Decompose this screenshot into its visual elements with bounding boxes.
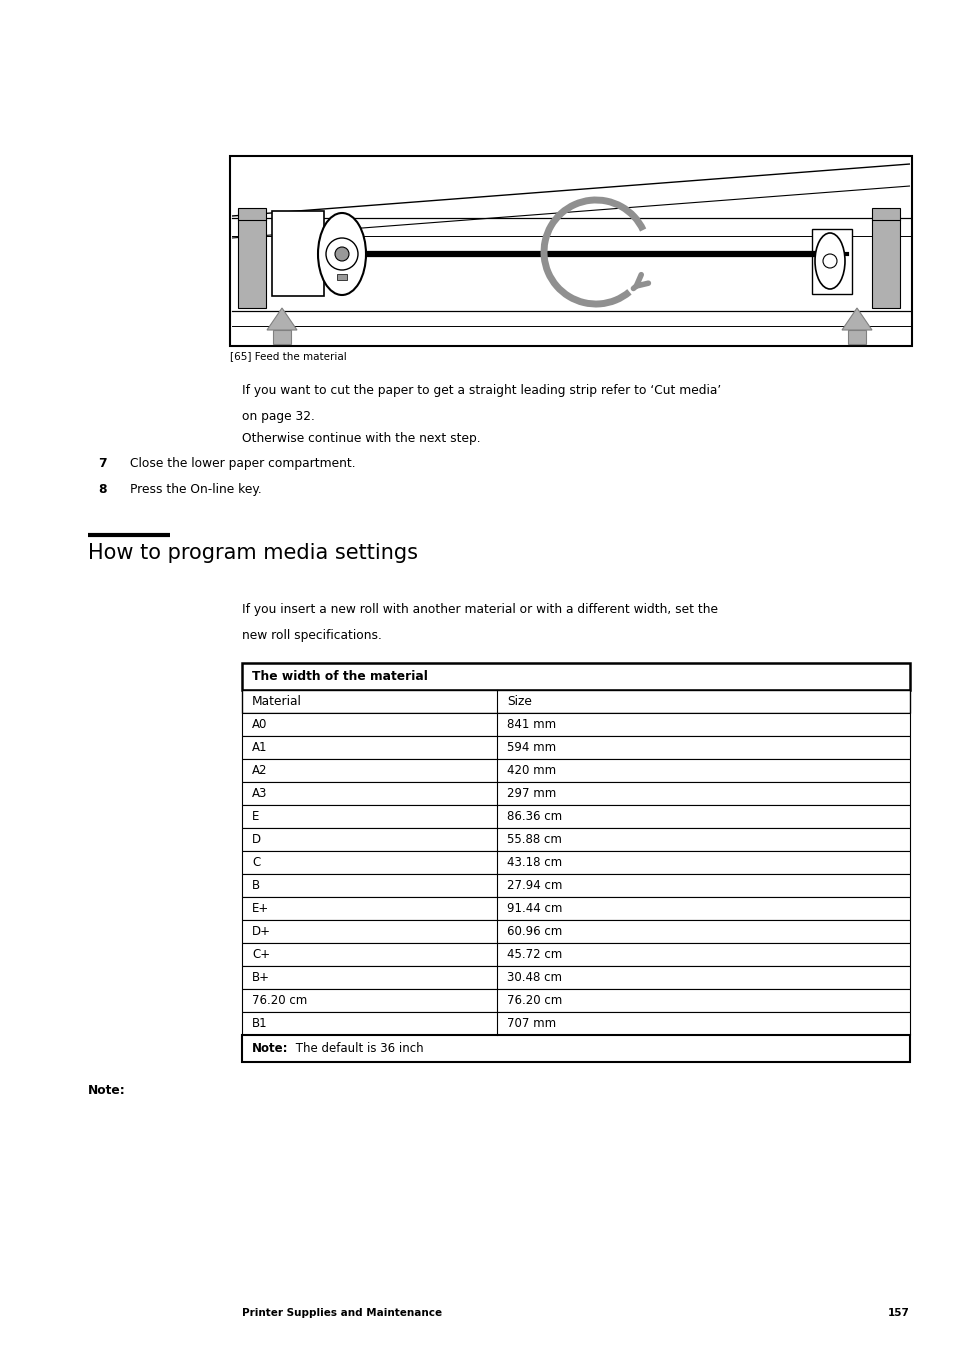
Bar — [847, 330, 865, 345]
Bar — [242, 1012, 909, 1035]
Circle shape — [822, 254, 836, 267]
Text: 157: 157 — [887, 1308, 909, 1319]
Text: 707 mm: 707 mm — [507, 1017, 556, 1029]
Text: Note:: Note: — [252, 1042, 288, 1055]
Circle shape — [326, 238, 357, 270]
Text: B+: B+ — [252, 971, 270, 984]
Text: 30.48 cm: 30.48 cm — [507, 971, 561, 984]
Text: If you want to cut the paper to get a straight leading strip refer to ‘Cut media: If you want to cut the paper to get a st… — [242, 384, 720, 397]
Text: on page 32.: on page 32. — [242, 409, 314, 423]
Bar — [273, 330, 291, 345]
Text: Close the lower paper compartment.: Close the lower paper compartment. — [130, 457, 355, 470]
Text: E: E — [252, 811, 259, 823]
Text: 43.18 cm: 43.18 cm — [507, 857, 561, 869]
Bar — [242, 736, 909, 759]
Text: 76.20 cm: 76.20 cm — [252, 994, 307, 1006]
Text: 8: 8 — [98, 484, 107, 496]
Bar — [242, 874, 909, 897]
Text: 45.72 cm: 45.72 cm — [507, 948, 562, 961]
Text: A3: A3 — [252, 788, 267, 800]
Text: B: B — [252, 880, 260, 892]
Bar — [242, 989, 909, 1012]
Text: 841 mm: 841 mm — [507, 717, 556, 731]
Text: A0: A0 — [252, 717, 267, 731]
Ellipse shape — [814, 232, 844, 289]
Text: The width of the material: The width of the material — [252, 670, 428, 684]
Text: 86.36 cm: 86.36 cm — [507, 811, 561, 823]
Bar — [272, 211, 324, 296]
Text: E+: E+ — [252, 902, 269, 915]
Bar — [242, 851, 909, 874]
Text: The default is 36 inch: The default is 36 inch — [292, 1042, 423, 1055]
Bar — [242, 943, 909, 966]
Text: Note:: Note: — [88, 1084, 126, 1097]
Bar — [242, 759, 909, 782]
Bar — [242, 966, 909, 989]
Text: 594 mm: 594 mm — [507, 740, 556, 754]
Text: 7: 7 — [98, 457, 107, 470]
Text: D: D — [252, 834, 261, 846]
Bar — [242, 805, 909, 828]
Text: 297 mm: 297 mm — [507, 788, 556, 800]
Text: A2: A2 — [252, 765, 267, 777]
Text: Press the On-line key.: Press the On-line key. — [130, 484, 261, 496]
Bar — [336, 274, 347, 280]
Text: How to program media settings: How to program media settings — [88, 543, 417, 563]
Bar — [230, 155, 911, 346]
Bar — [242, 897, 909, 920]
Text: B1: B1 — [252, 1017, 268, 1029]
Text: If you insert a new roll with another material or with a different width, set th: If you insert a new roll with another ma… — [242, 603, 718, 616]
Text: Material: Material — [252, 694, 301, 708]
Bar — [242, 782, 909, 805]
Polygon shape — [267, 308, 296, 330]
Text: new roll specifications.: new roll specifications. — [242, 630, 381, 642]
Polygon shape — [841, 308, 871, 330]
Text: 55.88 cm: 55.88 cm — [507, 834, 561, 846]
Bar — [871, 208, 899, 308]
Text: 91.44 cm: 91.44 cm — [507, 902, 562, 915]
Text: C+: C+ — [252, 948, 270, 961]
Text: 27.94 cm: 27.94 cm — [507, 880, 562, 892]
Bar — [811, 230, 851, 295]
Ellipse shape — [317, 213, 366, 295]
Text: [65] Feed the material: [65] Feed the material — [230, 351, 346, 361]
Text: Printer Supplies and Maintenance: Printer Supplies and Maintenance — [242, 1308, 441, 1319]
Text: Otherwise continue with the next step.: Otherwise continue with the next step. — [242, 432, 480, 444]
Bar — [242, 713, 909, 736]
Text: Size: Size — [507, 694, 532, 708]
Bar — [237, 208, 266, 308]
Text: C: C — [252, 857, 260, 869]
Text: 60.96 cm: 60.96 cm — [507, 925, 562, 938]
Bar — [242, 690, 909, 713]
Bar — [242, 1035, 909, 1062]
Text: D+: D+ — [252, 925, 271, 938]
Text: A1: A1 — [252, 740, 267, 754]
Bar — [242, 828, 909, 851]
Circle shape — [335, 247, 349, 261]
Text: 76.20 cm: 76.20 cm — [507, 994, 562, 1006]
Bar — [242, 920, 909, 943]
Bar — [242, 663, 909, 690]
Text: 420 mm: 420 mm — [507, 765, 556, 777]
